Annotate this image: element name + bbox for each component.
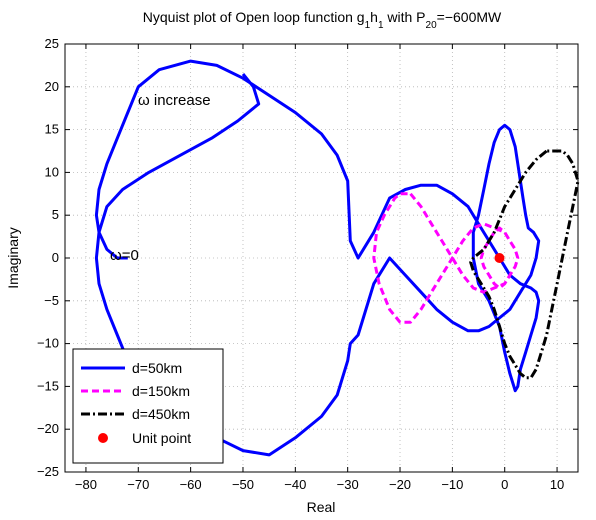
y-tick-label: 5 xyxy=(52,207,59,222)
grid xyxy=(65,43,578,473)
legend-swatch-unit-point xyxy=(98,433,108,443)
x-tick-label: −30 xyxy=(337,477,359,492)
legend: d=50km d=150km d=450km Unit point xyxy=(72,348,224,464)
x-tick-label: −20 xyxy=(389,477,411,492)
legend-label-d150: d=150km xyxy=(132,383,190,399)
x-tick-label: −40 xyxy=(284,477,306,492)
y-tick-label: 15 xyxy=(45,122,59,137)
x-tick-label: −10 xyxy=(441,477,463,492)
chart-title: Nyquist plot of Open loop function g1h1 … xyxy=(143,9,502,31)
series-line-d150km xyxy=(372,192,520,324)
x-tick-label: −80 xyxy=(75,477,97,492)
x-tick-label: 10 xyxy=(550,477,564,492)
legend-label-unit-point: Unit point xyxy=(132,430,191,446)
tick-labels: −80 −70 −60 −50 −40 −30 −20 −10 0 10 25 20 15 10 5 0 −5 −… xyxy=(37,36,578,492)
y-tick-label: −25 xyxy=(37,464,59,479)
y-tick-label: 10 xyxy=(45,164,59,179)
y-tick-label: −20 xyxy=(37,421,59,436)
omega-zero-annotation: ω=0 xyxy=(110,247,139,264)
y-tick-label: −10 xyxy=(37,336,59,351)
y-tick-label: −15 xyxy=(37,378,59,393)
x-axis-label: Real xyxy=(307,499,336,515)
y-tick-label: −5 xyxy=(44,293,59,308)
x-tick-label: −60 xyxy=(180,477,202,492)
omega-increase-annotation: ω increase xyxy=(138,92,211,109)
x-tick-label: −70 xyxy=(127,477,149,492)
legend-label-d450: d=450km xyxy=(132,406,190,422)
y-tick-label: 0 xyxy=(52,250,59,265)
x-tick-label: 0 xyxy=(501,477,508,492)
y-tick-label: 25 xyxy=(45,36,59,51)
legend-label-d50: d=50km xyxy=(132,360,182,376)
y-tick-label: 20 xyxy=(45,79,59,94)
unit-point-marker xyxy=(494,253,505,263)
y-axis-label: Imaginary xyxy=(5,227,21,288)
x-tick-label: −50 xyxy=(232,477,254,492)
plot-area-frame xyxy=(64,43,579,473)
series-line-d450km xyxy=(469,149,580,380)
